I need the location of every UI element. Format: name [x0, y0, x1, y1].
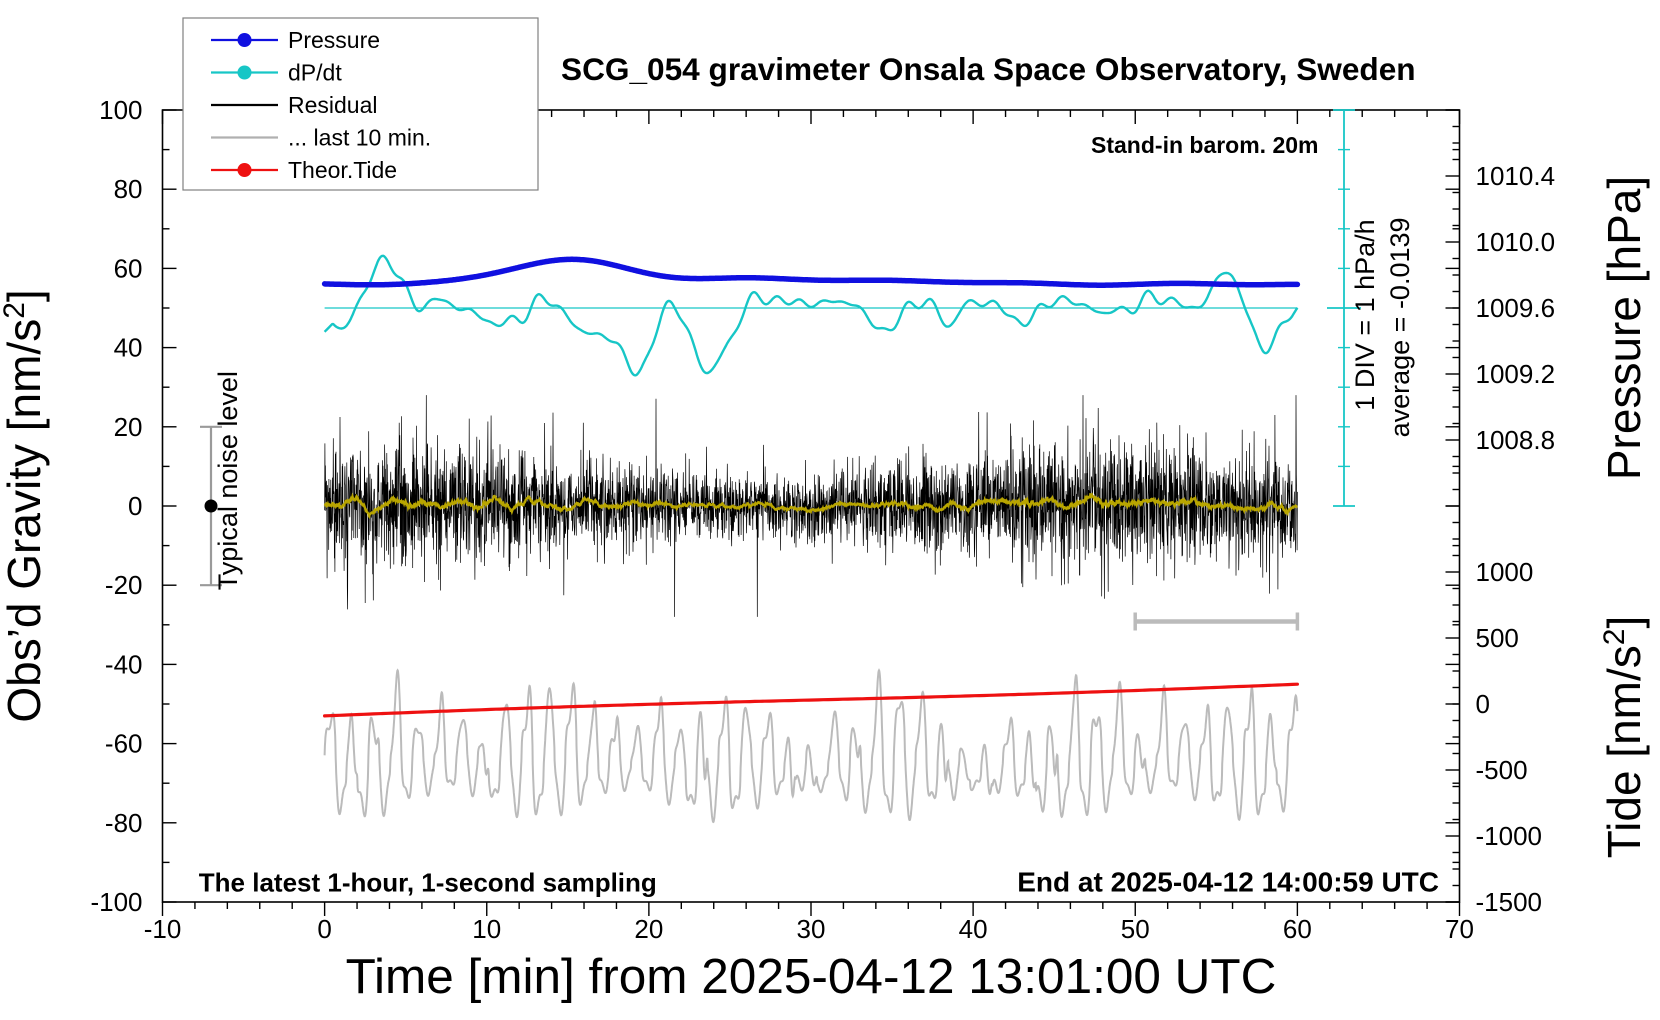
svg-text:1000: 1000 — [1476, 557, 1534, 587]
svg-text:20: 20 — [114, 412, 143, 442]
svg-text:1009.2: 1009.2 — [1476, 359, 1556, 389]
svg-text:100: 100 — [99, 95, 142, 125]
svg-text:-500: -500 — [1476, 755, 1528, 785]
svg-text:... last 10 min.: ... last 10 min. — [288, 125, 431, 151]
svg-text:-10: -10 — [144, 914, 182, 944]
svg-text:Obs’d Gravity [nm/s2]: Obs’d Gravity [nm/s2] — [0, 289, 50, 722]
svg-text:1010.0: 1010.0 — [1476, 227, 1556, 257]
svg-text:End at 2025-04-12 14:00:59 UTC: End at 2025-04-12 14:00:59 UTC — [1017, 867, 1439, 898]
svg-text:50: 50 — [1121, 914, 1150, 944]
svg-text:500: 500 — [1476, 623, 1519, 653]
svg-text:0: 0 — [317, 914, 331, 944]
svg-text:-60: -60 — [105, 729, 143, 759]
svg-text:1010.4: 1010.4 — [1476, 161, 1556, 191]
svg-text:Pressure: Pressure — [288, 27, 380, 53]
svg-text:-100: -100 — [90, 887, 142, 917]
svg-text:20: 20 — [634, 914, 663, 944]
svg-text:-20: -20 — [105, 570, 143, 600]
svg-text:The latest 1-hour, 1-second sa: The latest 1-hour, 1-second sampling — [199, 868, 657, 898]
svg-text:-1000: -1000 — [1476, 821, 1543, 851]
svg-text:Typical noise level: Typical noise level — [213, 371, 243, 590]
svg-text:Tide [nm/s2]: Tide [nm/s2] — [1598, 616, 1651, 859]
svg-text:40: 40 — [959, 914, 988, 944]
svg-text:40: 40 — [114, 333, 143, 363]
svg-text:Stand-in barom. 20m: Stand-in barom. 20m — [1091, 132, 1318, 158]
svg-text:dP/dt: dP/dt — [288, 60, 342, 86]
svg-text:SCG_054 gravimeter Onsala Spac: SCG_054 gravimeter Onsala Space Observat… — [561, 51, 1416, 87]
svg-text:Pressure [hPa]: Pressure [hPa] — [1598, 176, 1650, 480]
svg-text:0: 0 — [128, 491, 142, 521]
svg-text:30: 30 — [797, 914, 826, 944]
svg-text:Residual: Residual — [288, 92, 378, 118]
svg-text:0: 0 — [1476, 689, 1490, 719]
svg-text:10: 10 — [472, 914, 501, 944]
svg-text:60: 60 — [1283, 914, 1312, 944]
svg-text:average = -0.0139: average = -0.0139 — [1385, 217, 1415, 437]
svg-text:Theor.Tide: Theor.Tide — [288, 157, 397, 183]
svg-text:-40: -40 — [105, 649, 143, 679]
svg-text:60: 60 — [114, 253, 143, 283]
svg-text:1009.6: 1009.6 — [1476, 293, 1556, 323]
svg-text:-1500: -1500 — [1476, 887, 1543, 917]
svg-text:1 DIV = 1 hPa/h: 1 DIV = 1 hPa/h — [1350, 219, 1380, 410]
svg-text:1008.8: 1008.8 — [1476, 425, 1556, 455]
svg-text:80: 80 — [114, 174, 143, 204]
svg-text:Time [min] from 2025-04-12 13:: Time [min] from 2025-04-12 13:01:00 UTC — [346, 949, 1277, 1004]
svg-text:-80: -80 — [105, 808, 143, 838]
svg-text:70: 70 — [1445, 914, 1474, 944]
